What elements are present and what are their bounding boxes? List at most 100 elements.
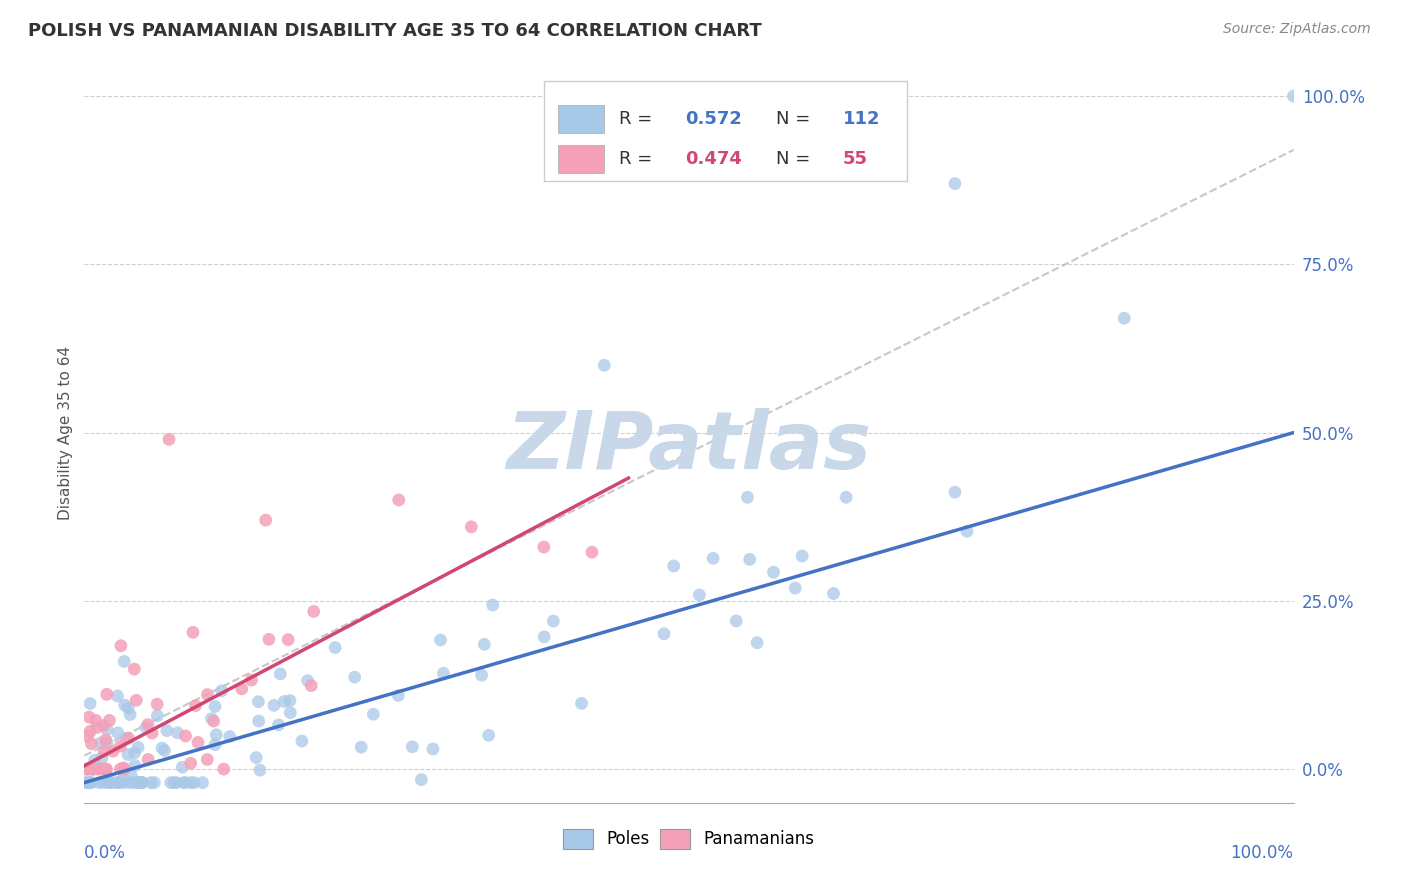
Point (702, 551, 724, 566)
Point (127, 775, 149, 789)
Text: R =: R = (619, 110, 658, 128)
Point (460, 520, 482, 534)
Point (124, 746, 146, 760)
Point (87, 762, 110, 776)
Point (593, 359, 616, 373)
Point (120, 769, 142, 783)
Point (93, 718, 115, 732)
Point (76, 729, 98, 743)
Point (738, 552, 761, 566)
Point (159, 775, 181, 789)
Point (254, 513, 277, 527)
Point (411, 772, 433, 787)
Point (422, 742, 444, 756)
Point (101, 744, 124, 758)
Point (472, 637, 495, 651)
Point (173, 775, 195, 789)
Point (112, 655, 135, 669)
Text: 0.572: 0.572 (685, 110, 742, 128)
Point (1114, 311, 1136, 326)
Point (747, 636, 769, 650)
Point (124, 758, 146, 772)
Point (76, 762, 98, 776)
Point (131, 775, 153, 789)
Point (96, 736, 118, 750)
Text: POLISH VS PANAMANIAN DISABILITY AGE 35 TO 64 CORRELATION CHART: POLISH VS PANAMANIAN DISABILITY AGE 35 T… (28, 22, 762, 40)
Point (136, 717, 159, 731)
Point (107, 775, 129, 789)
Point (200, 712, 222, 726)
Point (181, 625, 204, 640)
Legend: Poles, Panamanians: Poles, Panamanians (557, 822, 821, 855)
Text: Source: ZipAtlas.com: Source: ZipAtlas.com (1223, 22, 1371, 37)
Point (93, 775, 115, 789)
Point (291, 734, 314, 748)
Point (943, 485, 966, 500)
Point (249, 763, 271, 777)
Point (94, 732, 117, 747)
Point (323, 640, 346, 655)
Point (277, 632, 299, 647)
Point (278, 693, 301, 707)
Text: R =: R = (619, 150, 658, 168)
Point (204, 738, 226, 752)
Point (533, 540, 555, 554)
Text: ZIPatlas: ZIPatlas (506, 409, 872, 486)
Point (257, 632, 280, 647)
Point (180, 775, 202, 789)
Point (97, 775, 120, 789)
Text: N =: N = (776, 150, 815, 168)
Point (302, 604, 325, 618)
Point (124, 662, 146, 676)
Point (112, 762, 135, 776)
Point (96, 762, 118, 776)
Text: N =: N = (776, 110, 815, 128)
Text: 0.0%: 0.0% (84, 844, 127, 862)
Point (432, 666, 454, 681)
Point (83, 753, 105, 767)
Point (79, 724, 101, 739)
Point (120, 707, 142, 722)
Point (86, 721, 108, 735)
Point (762, 566, 785, 580)
Point (141, 726, 163, 740)
Point (114, 698, 136, 712)
Point (127, 740, 149, 755)
Point (128, 775, 150, 789)
Point (110, 762, 132, 776)
Point (157, 433, 180, 447)
Point (139, 775, 162, 789)
Point (79, 762, 101, 776)
Point (118, 775, 141, 789)
Point (117, 701, 139, 715)
Point (174, 729, 197, 743)
Point (117, 731, 139, 745)
Point (122, 775, 145, 789)
Point (429, 632, 451, 647)
Point (481, 598, 503, 612)
Point (146, 708, 169, 723)
Point (107, 726, 129, 740)
Point (204, 699, 226, 714)
Point (80, 737, 103, 751)
Point (135, 720, 157, 734)
Point (211, 683, 233, 698)
Point (115, 731, 138, 746)
Point (146, 697, 169, 711)
Point (77, 710, 100, 724)
Point (1282, 89, 1305, 103)
Point (478, 728, 501, 742)
Point (180, 756, 202, 771)
Text: 100.0%: 100.0% (1230, 844, 1294, 862)
Point (183, 775, 205, 789)
Point (273, 694, 295, 708)
Point (297, 673, 319, 688)
Point (191, 775, 214, 789)
Point (82, 762, 104, 776)
Point (125, 693, 148, 707)
Point (835, 490, 858, 504)
Point (150, 741, 173, 756)
Point (79, 775, 101, 789)
Point (247, 714, 270, 728)
Point (166, 726, 188, 740)
